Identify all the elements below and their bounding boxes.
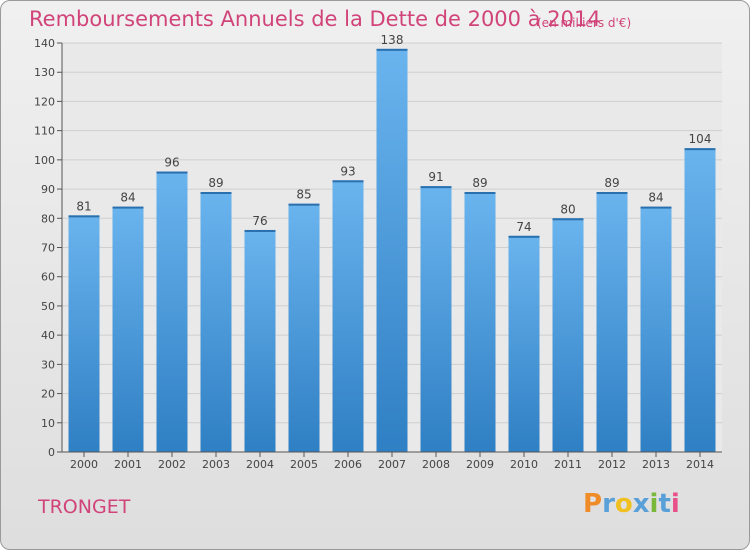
bar-top-edge	[684, 148, 716, 151]
chart-unit: (en milliers d'€)	[537, 16, 632, 30]
bar-top-edge	[332, 180, 364, 183]
y-tick-label: 80	[41, 212, 55, 225]
bar-top-edge	[596, 191, 628, 194]
bar-top-edge	[156, 171, 188, 174]
bar	[596, 191, 628, 452]
x-tick-label: 2008	[422, 458, 450, 471]
y-tick-label: 40	[41, 329, 55, 342]
x-tick-label: 2006	[334, 458, 362, 471]
data-label: 81	[76, 199, 91, 213]
y-tick-label: 140	[34, 37, 55, 50]
data-label: 96	[164, 156, 179, 170]
y-tick-label: 30	[41, 358, 55, 371]
logo-letter: i	[670, 489, 680, 519]
bar-top-edge	[552, 218, 584, 221]
bar-top-edge	[640, 206, 672, 209]
logo-letter: P	[583, 489, 603, 519]
y-tick-label: 10	[41, 417, 55, 430]
x-tick-label: 2000	[70, 458, 98, 471]
bar	[684, 148, 716, 452]
logo-letter: o	[614, 489, 633, 519]
x-tick-label: 2001	[114, 458, 142, 471]
axes: 0 10 20 30 40 50 60 70 80 90 100 110 120 130 140 2000 20…	[34, 37, 722, 471]
y-tick-label: 100	[34, 154, 55, 167]
x-tick-label: 2002	[158, 458, 186, 471]
data-label: 91	[428, 170, 443, 184]
bar	[112, 206, 144, 452]
data-label: 89	[472, 176, 487, 190]
place-name: TRONGET	[38, 496, 131, 518]
data-label: 89	[604, 176, 619, 190]
bar	[376, 48, 408, 452]
bar	[508, 235, 540, 452]
bars: 81 84 96 89 76 85 93 138 91 89 74 80 89 84 104	[68, 33, 716, 453]
logo-letter: x	[632, 489, 650, 519]
bar	[200, 191, 232, 452]
bar	[420, 186, 452, 452]
bar-top-edge	[508, 235, 540, 238]
bar	[244, 229, 276, 452]
y-tick-label: 60	[41, 271, 55, 284]
x-tick-label: 2004	[246, 458, 274, 471]
bar-top-edge	[288, 203, 320, 206]
y-tick-label: 0	[48, 446, 55, 459]
logo-letter: t	[658, 489, 671, 519]
bar-top-edge	[376, 48, 408, 51]
x-tick-label: 2003	[202, 458, 230, 471]
bar-top-edge	[200, 191, 232, 194]
y-tick-label: 110	[34, 125, 55, 138]
data-label: 76	[252, 214, 267, 228]
chart-title: Remboursements Annuels de la Dette de 20…	[29, 7, 601, 31]
y-tick-label: 50	[41, 300, 55, 313]
data-label: 85	[296, 188, 311, 202]
x-tick-label: 2014	[686, 458, 714, 471]
bar-top-edge	[464, 191, 496, 194]
y-tick-label: 20	[41, 388, 55, 401]
data-label: 104	[689, 132, 712, 146]
data-label: 74	[516, 220, 531, 234]
proxiti-logo: Proxiti	[583, 489, 680, 519]
x-tick-label: 2013	[642, 458, 670, 471]
y-tick-label: 70	[41, 242, 55, 255]
x-tick-label: 2005	[290, 458, 318, 471]
data-label: 84	[120, 191, 135, 205]
data-label: 138	[381, 33, 404, 47]
bar	[288, 203, 320, 452]
logo-letter: r	[602, 489, 615, 519]
x-tick-label: 2011	[554, 458, 582, 471]
data-label: 80	[560, 202, 575, 216]
bar	[464, 191, 496, 452]
bar-top-edge	[244, 229, 276, 232]
data-label: 84	[648, 191, 663, 205]
y-tick-label: 130	[34, 66, 55, 79]
y-tick-label: 120	[34, 95, 55, 108]
y-tick-label: 90	[41, 183, 55, 196]
bar	[332, 180, 364, 453]
bar	[156, 171, 188, 453]
logo-letter: i	[649, 489, 659, 519]
bar-top-edge	[112, 206, 144, 209]
bar-top-edge	[68, 215, 100, 218]
bar	[552, 218, 584, 452]
x-tick-label: 2010	[510, 458, 538, 471]
bar-top-edge	[420, 186, 452, 189]
data-label: 93	[340, 164, 355, 178]
data-label: 89	[208, 176, 223, 190]
bar	[640, 206, 672, 452]
x-tick-label: 2012	[598, 458, 626, 471]
x-tick-label: 2009	[466, 458, 494, 471]
bar	[68, 215, 100, 452]
x-tick-label: 2007	[378, 458, 406, 471]
